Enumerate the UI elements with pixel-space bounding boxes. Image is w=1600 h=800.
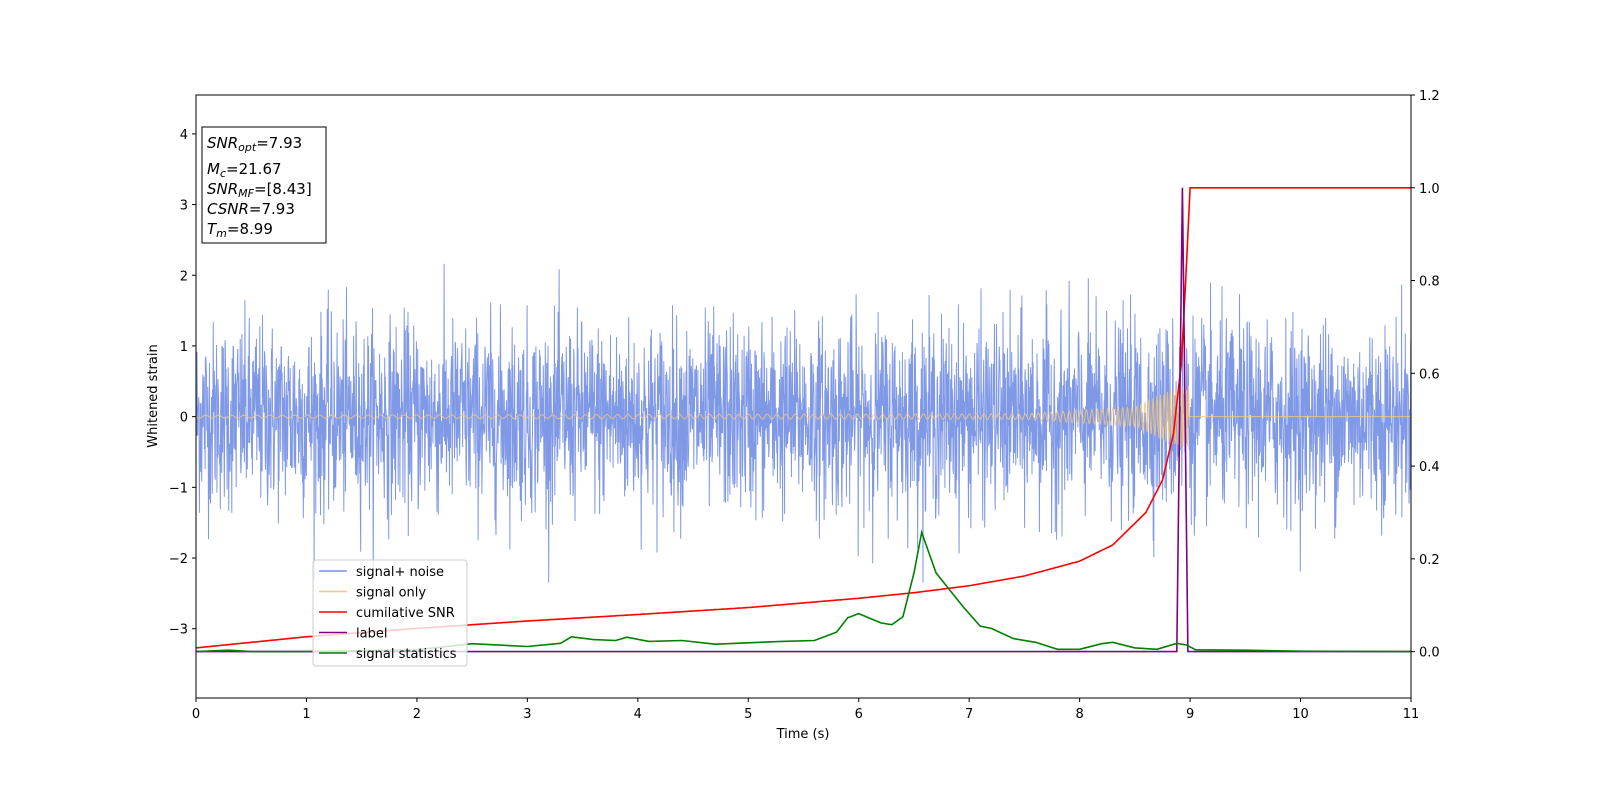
annotation-line: Tm=8.99 (207, 220, 273, 240)
signal-plus-noise-line (195, 263, 1412, 583)
annotation-line: CSNR=7.93 (207, 200, 295, 218)
y-right-tick-label: 0.0 (1419, 646, 1440, 661)
x-tick-label: 9 (1186, 707, 1194, 722)
x-tick-label: 1 (302, 707, 310, 722)
signal-statistics-line (195, 529, 1412, 653)
x-tick-label: 7 (965, 707, 973, 722)
legend-label: signal only (356, 586, 426, 601)
annotation-line: SNRMF=[8.43] (207, 180, 312, 200)
y-right-tick-label: 1.0 (1419, 182, 1440, 197)
annotation-frame (201, 126, 327, 244)
signal-only-line (195, 384, 1411, 450)
y-left-tick-label: −3 (169, 623, 188, 638)
legend-frame (312, 559, 468, 667)
annotation-line: SNRopt=7.93 (207, 134, 302, 154)
x-tick-label: 0 (192, 707, 200, 722)
label-line (196, 187, 1411, 653)
x-axis: 0 1 2 3 4 5 6 7 8 9 10 11 (192, 698, 1419, 722)
y-right-tick-label: 0.2 (1419, 553, 1440, 568)
legend-label: signal+ noise (356, 565, 444, 580)
y-axis-left: 4 3 2 1 0 −1 −2 −3 (169, 128, 196, 638)
y-right-tick-label: 0.8 (1419, 275, 1440, 290)
y-left-tick-label: 3 (180, 199, 188, 214)
y-axis-label: Whitened strain (146, 344, 161, 447)
y-left-tick-label: −1 (169, 481, 188, 496)
x-tick-label: 5 (744, 707, 752, 722)
y-left-tick-label: −2 (169, 552, 188, 567)
x-tick-label: 10 (1292, 707, 1309, 722)
x-axis-label: Time (s) (776, 727, 830, 742)
y-left-tick-label: 4 (180, 128, 188, 143)
x-tick-label: 6 (855, 707, 863, 722)
y-right-tick-label: 0.6 (1419, 367, 1440, 382)
y-left-tick-label: 2 (180, 269, 188, 284)
legend: signal+ noise signal only cumilative SNR la… (312, 559, 468, 667)
y-right-tick-label: 1.2 (1419, 89, 1440, 104)
x-tick-label: 11 (1403, 707, 1420, 722)
legend-label: signal statistics (356, 647, 457, 662)
y-axis-right: 1.2 1.0 0.8 0.6 0.4 0.2 0.0 (1411, 89, 1440, 661)
series-signal-plus-noise (195, 263, 1412, 583)
x-tick-label: 4 (634, 707, 642, 722)
y-right-tick-label: 0.4 (1419, 460, 1440, 475)
y-left-tick-label: 0 (180, 411, 188, 426)
y-left-tick-label: 1 (180, 340, 188, 355)
annotation-box: SNRopt=7.93 Mc=21.67SNRMF=[8.43]CSNR=7.93… (201, 126, 327, 244)
legend-label: cumilative SNR (356, 606, 455, 621)
series-signal-only (195, 384, 1411, 450)
annotation-line: Mc=21.67 (207, 160, 282, 180)
x-tick-label: 3 (523, 707, 531, 722)
x-tick-label: 2 (413, 707, 421, 722)
legend-label: label (356, 627, 387, 642)
axes-frame (195, 94, 1412, 699)
x-tick-label: 8 (1075, 707, 1083, 722)
